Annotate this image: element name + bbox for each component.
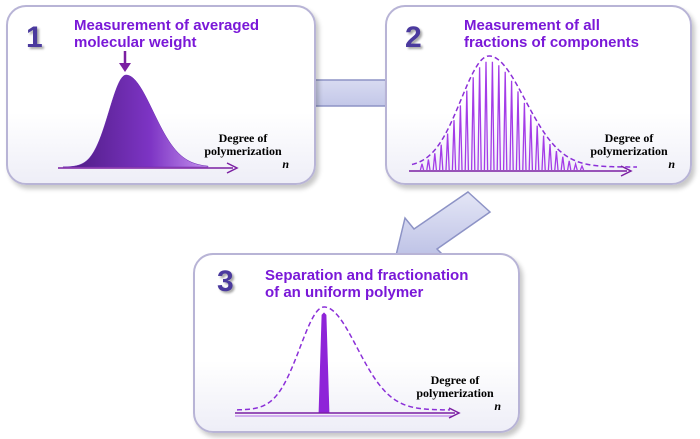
panel-averaged-weight: 1 Measurement of averaged molecular weig… <box>6 5 316 185</box>
x-axis <box>409 165 633 177</box>
fractions-distribution-plot <box>409 55 638 177</box>
x-axis-label: Degree of polymerization n <box>416 373 501 413</box>
step-number: 2 <box>405 21 422 54</box>
panel-uniform-polymer: 3 Separation and fractionation of an uni… <box>193 253 520 433</box>
uniform-polymer-plot <box>235 306 461 419</box>
panel-title: Measurement of averaged molecular weight <box>74 17 260 51</box>
distribution-envelope <box>411 55 638 168</box>
step-number: 3 <box>217 265 234 298</box>
fraction-peaks <box>419 61 585 171</box>
x-axis-label: Degree of polymerization n <box>204 131 289 171</box>
panel-title: Measurement of all fractions of componen… <box>464 17 640 51</box>
peak-pointer-arrow <box>119 51 131 72</box>
x-axis <box>235 407 461 419</box>
x-axis-label: Degree of polymerization n <box>590 131 675 171</box>
single-fraction-peak <box>318 312 330 414</box>
distribution-envelope <box>236 306 451 411</box>
x-axis <box>58 162 239 174</box>
panel-all-fractions: 2 Measurement of all fractions of compon… <box>385 5 692 185</box>
averaged-distribution-curve <box>62 74 209 168</box>
averaged-distribution-plot <box>58 51 239 174</box>
panel-title: Separation and fractionation of an unifo… <box>265 267 469 301</box>
step-number: 1 <box>26 21 43 54</box>
